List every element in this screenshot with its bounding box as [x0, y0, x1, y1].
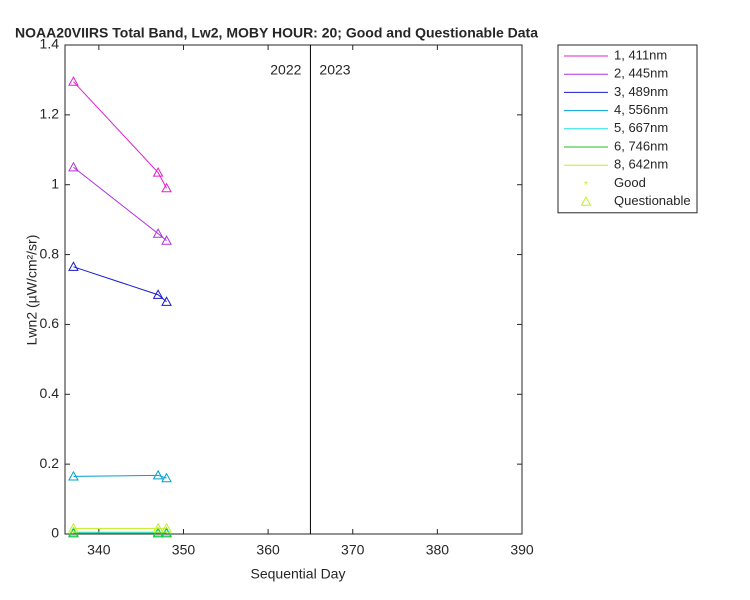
series-line [73, 166, 167, 241]
questionable-marker [152, 228, 164, 238]
y-tick-label: 1 [51, 175, 59, 191]
questionable-marker [68, 527, 79, 538]
questionable-marker [68, 261, 79, 271]
questionable-marker [161, 235, 172, 245]
questionable-marker [161, 527, 172, 538]
series-line [73, 474, 167, 479]
x-tick-label: 340 [87, 542, 111, 558]
legend-label: 4, 556nm [614, 102, 668, 117]
questionable-marker [161, 522, 172, 533]
questionable-marker [68, 470, 79, 481]
x-tick-label: 390 [510, 542, 534, 558]
questionable-marker [152, 289, 164, 299]
x-tick-label: 370 [341, 542, 365, 558]
x-tick-label: 360 [256, 542, 280, 558]
series-line [73, 81, 167, 189]
legend-label: 1, 411nm [614, 47, 667, 62]
questionable-marker [152, 522, 164, 533]
x-tick-label: 380 [426, 542, 450, 558]
y-tick-label: 1.4 [40, 36, 60, 52]
y-tick-label: 0.4 [40, 385, 60, 401]
questionable-marker [68, 76, 79, 86]
x-tick-label: 350 [172, 542, 196, 558]
questionable-marker [68, 161, 79, 172]
questionable-marker [161, 472, 172, 483]
legend-label: 5, 667nm [614, 120, 668, 135]
legend-label: 8, 642nm [614, 157, 668, 172]
chart-title: NOAA20VIIRS Total Band, Lw2, MOBY HOUR: … [15, 25, 538, 41]
questionable-marker [68, 522, 79, 533]
y-tick-label: 0.6 [40, 315, 60, 331]
questionable-marker [152, 527, 164, 538]
y-tick-label: 0.2 [40, 455, 60, 471]
questionable-marker [152, 469, 164, 480]
x-axis-label: Sequential Day [251, 566, 346, 582]
legend-label: 2, 445nm [614, 66, 668, 81]
y-axis-label: Lwn2 (µW/cm²/sr) [24, 235, 40, 346]
legend-label: Questionable [614, 193, 691, 208]
year-label: 2023 [319, 62, 350, 78]
questionable-marker [152, 166, 164, 177]
plot-frame [64, 44, 523, 535]
y-tick-label: 1.2 [40, 106, 60, 122]
legend-label: 6, 746nm [614, 138, 668, 153]
legend-marker [580, 196, 592, 206]
legend-marker: * [584, 180, 588, 191]
y-tick-label: 0 [51, 525, 59, 541]
questionable-marker [161, 296, 172, 306]
series-line [73, 266, 167, 303]
legend-label: Good [614, 175, 646, 190]
y-tick-label: 0.8 [40, 245, 60, 261]
legend-label: 3, 489nm [614, 84, 668, 99]
year-label: 2022 [270, 62, 301, 78]
questionable-marker [161, 182, 172, 193]
